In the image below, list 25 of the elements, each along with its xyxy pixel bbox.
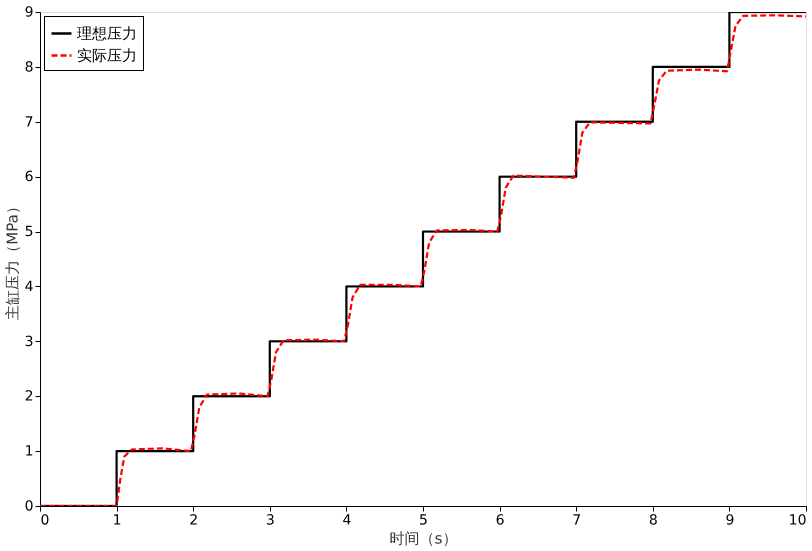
y-tick-label: 0 (24, 498, 34, 514)
y-tick-label: 6 (24, 169, 34, 186)
x-tick-label: 6 (496, 512, 505, 528)
y-tick-label: 5 (24, 224, 34, 240)
y-tick-label: 7 (24, 114, 34, 130)
y-tick-label: 3 (24, 334, 34, 350)
y-tick-label: 9 (24, 4, 34, 20)
y-axis-title: 主缸压力（MPa） (4, 199, 22, 320)
legend-label: 理想压力 (77, 24, 137, 42)
x-tick-label: 1 (112, 512, 122, 528)
x-tick-label: 5 (419, 512, 428, 528)
x-tick-label: 8 (648, 512, 658, 528)
y-tick-label: 1 (24, 444, 34, 460)
x-axis-title: 时间（s） (390, 530, 458, 548)
y-tick-label: 8 (24, 59, 34, 76)
y-tick-label: 2 (24, 388, 34, 405)
x-tick-label: 2 (189, 512, 198, 528)
y-tick-label: 4 (24, 278, 34, 295)
x-tick-label: 4 (342, 512, 352, 528)
x-tick-label: 9 (725, 512, 734, 528)
x-tick-label: 7 (572, 512, 582, 528)
legend-label: 实际压力 (77, 46, 137, 64)
x-tick-label: 0 (40, 512, 50, 528)
x-tick-label: 3 (266, 512, 275, 528)
x-tick-label: 10 (788, 512, 806, 528)
